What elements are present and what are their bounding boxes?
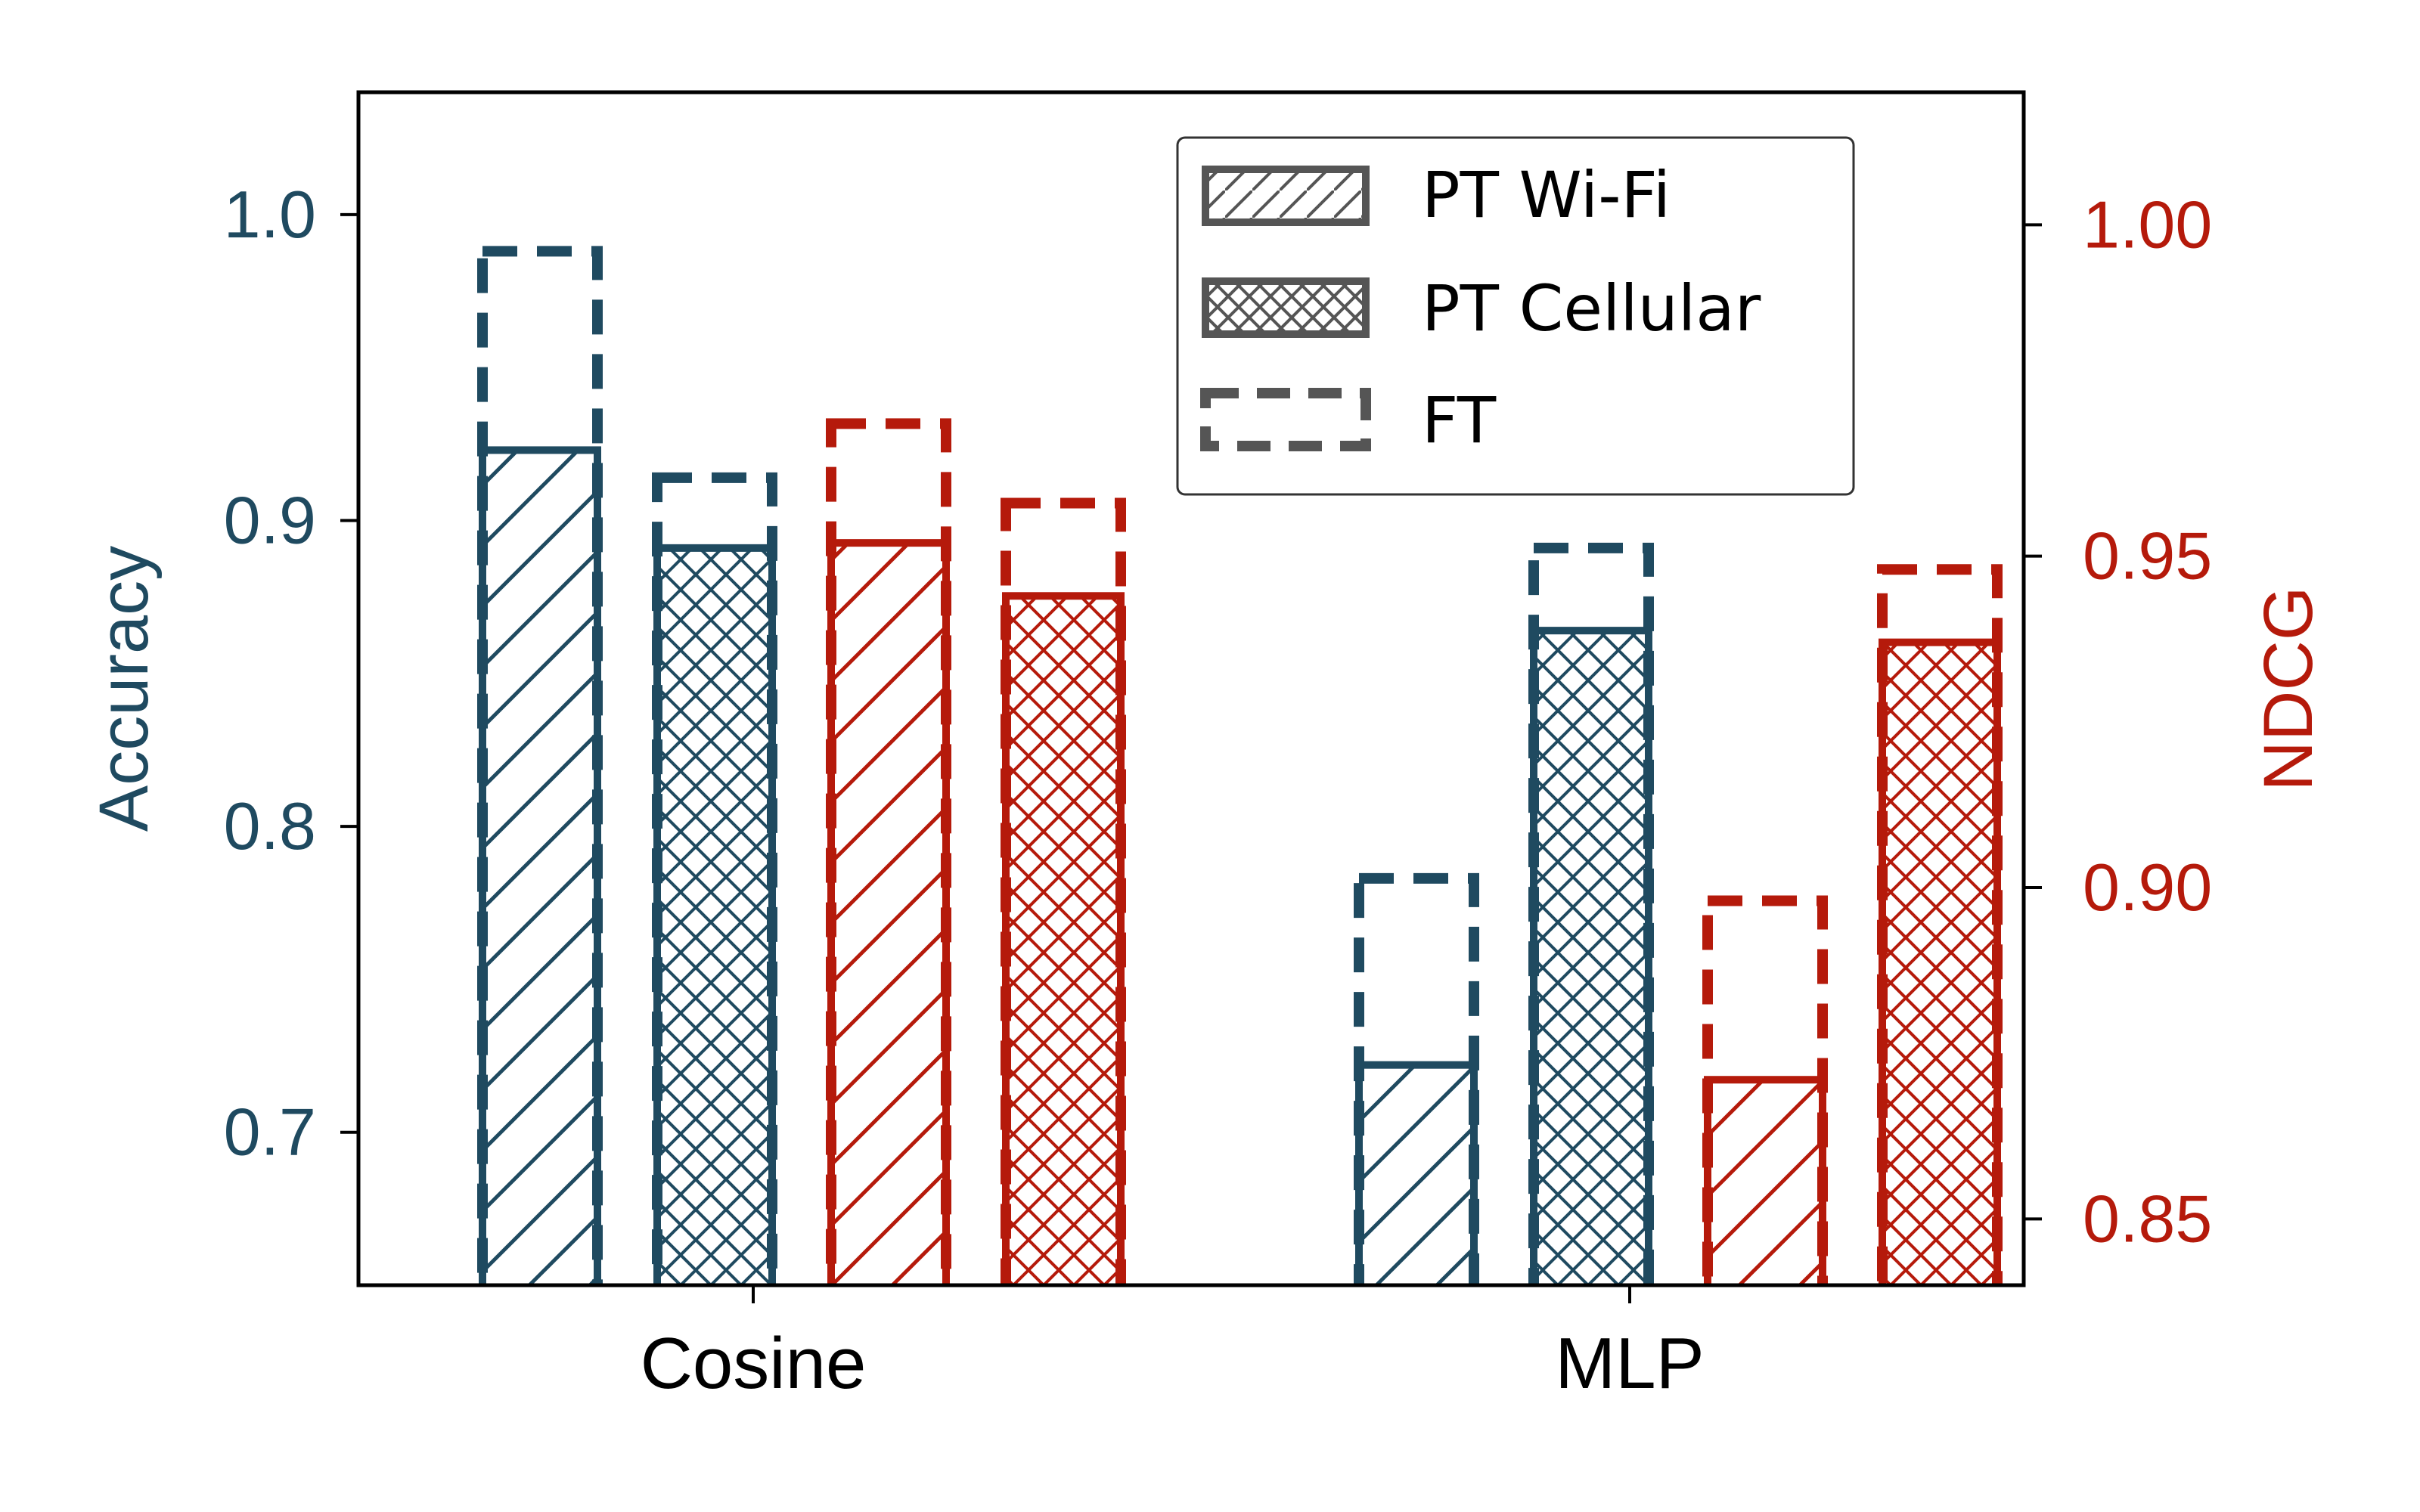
bar-ft-pt-wifi-ndcg-mlp <box>1702 895 1828 1285</box>
left-axis-label: Accuracy <box>85 546 163 832</box>
legend-entry-ft: FT <box>1200 383 1497 457</box>
bar-pt-wifi-accuracy-mlp <box>1355 1061 1478 1285</box>
bar-pt-cellular-accuracy-mlp <box>1530 627 1652 1285</box>
bar-pt-cellular-accuracy-cosine <box>653 544 776 1285</box>
legend-label-pt-wifi: PT Wi-Fi <box>1422 158 1671 232</box>
left-axis: 0.7 0.8 0.9 1.0 <box>224 177 358 1170</box>
legend-label-ft: FT <box>1422 383 1497 457</box>
bar-ft-pt-wifi-accuracy-mlp <box>1354 872 1479 1285</box>
bars-layer <box>477 246 2003 1285</box>
right-axis-tick-label: 1.00 <box>2083 187 2212 262</box>
left-axis-tick-label: 1.0 <box>224 177 316 252</box>
legend-swatch-cross-hatch <box>1202 277 1370 338</box>
legend: PT Wi-Fi PT Cellular FT <box>1176 136 1855 496</box>
right-axis: 0.85 0.90 0.95 1.00 <box>2024 187 2212 1256</box>
bar-pt-wifi-ndcg-mlp <box>1704 1076 1826 1285</box>
bar-pt-wifi-accuracy-cosine <box>479 446 601 1285</box>
bar-pt-cellular-ndcg-mlp <box>1879 638 2001 1285</box>
legend-swatch-diagonal-hatch <box>1202 166 1370 226</box>
x-axis-tick-label: Cosine <box>641 1323 867 1404</box>
legend-label-pt-cellular: PT Cellular <box>1422 271 1761 345</box>
plot-frame <box>356 90 2026 1287</box>
legend-frame <box>1176 136 1855 496</box>
bar-pt-wifi-ndcg-cosine <box>827 539 950 1285</box>
left-axis-tick-label: 0.7 <box>224 1095 316 1170</box>
bar-pt-cellular-ndcg-cosine <box>1002 592 1125 1285</box>
bar-ft-pt-cellular-accuracy-mlp <box>1528 542 1654 1285</box>
x-axis-tick-label: MLP <box>1555 1323 1704 1404</box>
right-axis-tick-label: 0.85 <box>2083 1181 2212 1256</box>
legend-swatch-dashed-outline <box>1200 388 1371 451</box>
legend-entry-pt-cellular: PT Cellular <box>1202 271 1761 345</box>
bar-ft-pt-cellular-accuracy-cosine <box>652 472 777 1285</box>
right-axis-label: NDCG <box>2250 587 2327 792</box>
bar-ft-pt-cellular-ndcg-cosine <box>1001 497 1126 1285</box>
left-axis-tick-label: 0.8 <box>224 789 316 863</box>
legend-entry-pt-wifi: PT Wi-Fi <box>1202 158 1671 232</box>
bar-ft-pt-wifi-accuracy-cosine <box>477 246 603 1285</box>
bar-ft-pt-cellular-ndcg-mlp <box>1877 564 2003 1285</box>
bar-ft-pt-wifi-ndcg-cosine <box>826 418 951 1285</box>
x-axis: Cosine MLP <box>641 1285 1705 1404</box>
right-axis-tick-label: 0.95 <box>2083 519 2212 593</box>
right-axis-tick-label: 0.90 <box>2083 850 2212 925</box>
left-axis-tick-label: 0.9 <box>224 482 316 557</box>
